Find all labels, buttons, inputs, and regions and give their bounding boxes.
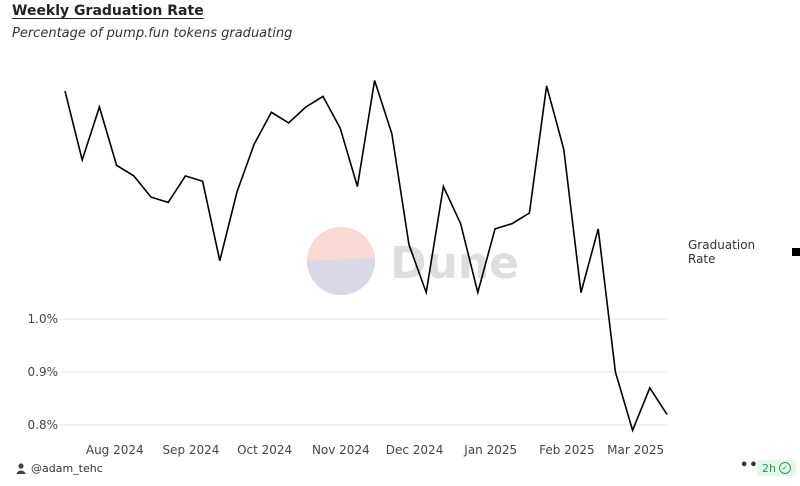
data-point[interactable] — [181, 172, 189, 180]
user-avatar-icon — [16, 463, 26, 474]
data-point[interactable] — [371, 77, 379, 85]
data-point[interactable] — [543, 82, 551, 90]
x-tick-label: Oct 2024 — [237, 443, 292, 457]
data-point[interactable] — [95, 103, 103, 111]
data-point[interactable] — [302, 103, 310, 111]
y-tick-label: 1.0% — [28, 312, 59, 326]
data-point[interactable] — [629, 426, 637, 434]
data-point[interactable] — [491, 225, 499, 233]
data-point[interactable] — [216, 257, 224, 265]
data-point[interactable] — [560, 145, 568, 153]
data-point[interactable] — [594, 225, 602, 233]
y-tick-label: 0.9% — [28, 365, 59, 379]
footer-bar: @adam_tehc ••• 2h ✓ — [0, 458, 800, 480]
data-point[interactable] — [130, 172, 138, 180]
x-tick-label: Nov 2024 — [312, 443, 370, 457]
series-line-graduation-rate[interactable] — [64, 80, 668, 433]
data-point[interactable] — [577, 289, 585, 297]
data-point[interactable] — [422, 289, 430, 297]
check-icon: ✓ — [778, 462, 791, 474]
chart-title: Weekly Graduation Rate — [12, 3, 204, 19]
data-point[interactable] — [405, 241, 413, 249]
author-link[interactable]: @adam_tehc — [16, 462, 103, 475]
chart-subtitle: Percentage of pump.fun tokens graduating — [12, 26, 293, 41]
data-point[interactable] — [250, 140, 258, 148]
dune-watermark: Dune — [307, 227, 519, 295]
data-point[interactable] — [439, 183, 447, 191]
data-point[interactable] — [267, 108, 275, 116]
data-point[interactable] — [353, 183, 361, 191]
data-point[interactable] — [457, 220, 465, 228]
x-tick-label: Dec 2024 — [386, 443, 444, 457]
legend-label: Graduation Rate — [688, 238, 756, 266]
y-tick-label: 0.8% — [28, 418, 59, 432]
watermark-text: Dune — [390, 238, 519, 289]
data-point[interactable] — [147, 193, 155, 201]
data-point[interactable] — [525, 209, 533, 217]
data-point[interactable] — [611, 368, 619, 376]
x-tick-label: Aug 2024 — [86, 443, 144, 457]
data-point[interactable] — [646, 384, 654, 392]
data-point[interactable] — [164, 198, 172, 206]
x-tick-label: Feb 2025 — [539, 443, 595, 457]
data-point[interactable] — [663, 410, 671, 418]
refresh-status-badge[interactable]: 2h ✓ — [757, 460, 796, 476]
author-name: @adam_tehc — [31, 462, 103, 475]
data-point[interactable] — [285, 119, 293, 127]
data-point[interactable] — [61, 87, 69, 95]
x-tick-label: Jan 2025 — [463, 443, 517, 457]
x-tick-label: Sep 2024 — [162, 443, 219, 457]
data-point[interactable] — [199, 177, 207, 185]
data-point[interactable] — [78, 156, 86, 164]
data-point[interactable] — [319, 92, 327, 100]
legend-swatch — [792, 248, 800, 256]
data-point[interactable] — [388, 130, 396, 138]
age-text: 2h — [762, 461, 776, 475]
data-point[interactable] — [336, 124, 344, 132]
chart-legend[interactable]: Graduation Rate — [688, 238, 800, 266]
x-tick-label: Mar 2025 — [607, 443, 664, 457]
data-point[interactable] — [474, 289, 482, 297]
data-point[interactable] — [233, 188, 241, 196]
data-point[interactable] — [508, 220, 516, 228]
data-point[interactable] — [113, 161, 121, 169]
